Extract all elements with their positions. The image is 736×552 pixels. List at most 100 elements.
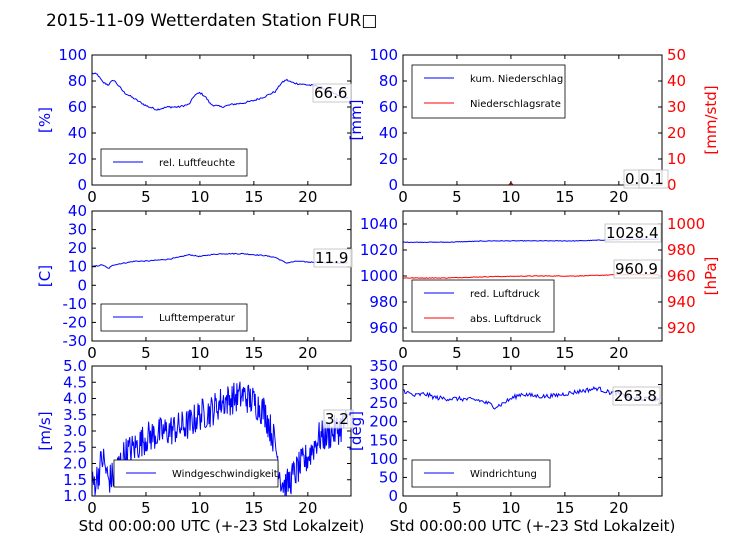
y-axis-label: [mm]	[347, 100, 365, 141]
y-tick-label: 60	[379, 98, 398, 116]
legend: kum. Niederschlag Niederschlagsrate	[411, 64, 566, 119]
series-line-5-1	[91, 381, 349, 497]
plot-frame	[91, 210, 352, 342]
x-axis-label: Std 00:00:00 UTC (+-23 Std Lokalzeit)	[390, 517, 676, 535]
x-tick-label: 5	[452, 499, 462, 517]
y-tick-label: 1040	[360, 215, 398, 233]
x-tick-label: 10	[190, 188, 209, 206]
legend-entry: red. Luftdruck	[470, 289, 540, 300]
legend-frame	[411, 279, 555, 333]
chart-panel-5: 0 5 10 15 20 1.01.52.02.53.03.54.04.55.0 [m/s]…	[36, 357, 364, 535]
legend: red. Luftdruck abs. Luftdruck	[411, 279, 555, 333]
y-tick-label: 1.5	[63, 471, 87, 489]
y-tick-label: 100	[369, 46, 398, 64]
y-tick-label: 40	[68, 124, 87, 142]
y-tick-label: 1.0	[63, 487, 87, 505]
y-right-tick-label: 940	[667, 293, 696, 311]
y-tick-label: 0	[77, 276, 87, 294]
x-tick-label: 0	[87, 188, 97, 206]
value-annotation: 66.6	[314, 84, 347, 102]
y-axis-label: [deg]	[347, 411, 365, 451]
y-tick-label: 200	[369, 413, 398, 431]
x-tick-label: 5	[141, 344, 151, 362]
x-tick-label: 0	[398, 499, 408, 517]
y-tick-label: 1020	[360, 241, 398, 259]
value-annotation-box	[604, 223, 662, 243]
y-right-tick-label: 0	[667, 176, 677, 194]
y-right-tick-label: 50	[667, 46, 686, 64]
legend: rel. Luftfeuchte	[100, 148, 248, 177]
x-tick-label: 0	[398, 188, 408, 206]
y-right-tick-label: 40	[667, 72, 686, 90]
y-axis-label-right: [hPa]	[702, 257, 720, 296]
y-tick-label: -30	[63, 332, 88, 350]
legend-frame	[411, 64, 566, 119]
y-tick-label: 0	[388, 176, 398, 194]
value-annotation-box	[613, 259, 662, 279]
legend-entry: abs. Luftdruck	[470, 314, 541, 325]
x-tick-label: 5	[141, 188, 151, 206]
plot-frame	[402, 54, 663, 186]
legend: Windrichtung	[411, 459, 551, 488]
y-tick-label: 0	[77, 176, 87, 194]
value-annotation-box	[312, 83, 352, 103]
plot-frame	[91, 54, 352, 186]
x-tick-label: 10	[501, 188, 520, 206]
y-right-tick-label: 1000	[667, 215, 705, 233]
value-annotation-box	[313, 248, 353, 268]
x-tick-label: 0	[87, 499, 97, 517]
chart-panel-3: 0 5 10 15 20-30-20-10010203040[C]Lufttempera…	[36, 202, 353, 362]
chart-panel-1: 0 5 10 15 20 0 20 40 60 80 100 [%] rel. Luftfeuchte 6…	[36, 46, 352, 206]
legend-entry: Lufttemperatur	[159, 313, 236, 324]
y-axis-label: [C]	[36, 265, 54, 287]
y-tick-label: 3.0	[63, 422, 87, 440]
x-tick-label: 20	[298, 344, 317, 362]
y-tick-label: 350	[369, 357, 398, 375]
value-annotation: 263.8	[614, 387, 657, 405]
y-tick-label: 80	[379, 72, 398, 90]
series-line-3-1	[91, 252, 348, 269]
y-tick-label: 30	[68, 221, 87, 239]
legend-entry: Niederschlagsrate	[470, 99, 561, 110]
x-tick-label: 10	[501, 344, 520, 362]
x-tick-label: 15	[244, 344, 263, 362]
y-tick-label: 100	[369, 450, 398, 468]
legend: Lufttemperatur	[100, 303, 248, 332]
y-tick-label: 4.0	[63, 390, 87, 408]
y-tick-label: -20	[63, 313, 88, 331]
y-tick-label: 250	[369, 394, 398, 412]
x-tick-label: 10	[501, 499, 520, 517]
legend: Windgeschwindigkeit	[113, 459, 279, 488]
y-tick-label: 60	[68, 98, 87, 116]
figure-title: 2015-11-09 Wetterdaten Station FUR□	[46, 11, 377, 31]
value-annotation: 3.2	[325, 410, 349, 428]
legend-entry: Windgeschwindigkeit	[172, 469, 278, 480]
value-annotation-box	[323, 409, 354, 429]
y-right-tick-label: 960	[667, 267, 696, 285]
y-tick-label: 150	[369, 431, 398, 449]
value-annotation-box	[612, 386, 661, 406]
x-tick-label: 15	[244, 188, 263, 206]
value-annotation: 960.9	[615, 260, 658, 278]
y-tick-label: 20	[68, 239, 87, 257]
y-tick-label: 40	[379, 124, 398, 142]
y-tick-label: 0	[388, 487, 398, 505]
y-tick-label: 20	[379, 150, 398, 168]
y-tick-label: 100	[58, 46, 87, 64]
x-tick-label: 0	[87, 344, 97, 362]
x-axis-label: Std 00:00:00 UTC (+-23 Std Lokalzeit)	[79, 517, 365, 535]
value-annotation: 0.1	[640, 170, 664, 188]
y-tick-label: 2.5	[63, 438, 87, 456]
y-tick-label: -10	[63, 295, 88, 313]
x-tick-label: 15	[555, 499, 574, 517]
x-tick-label: 15	[244, 499, 263, 517]
x-tick-label: 5	[452, 188, 462, 206]
y-tick-label: 960	[369, 319, 398, 337]
y-tick-label: 3.5	[63, 406, 87, 424]
y-right-tick-label: 30	[667, 98, 686, 116]
x-tick-label: 20	[298, 499, 317, 517]
legend-entry: rel. Luftfeuchte	[159, 158, 235, 169]
